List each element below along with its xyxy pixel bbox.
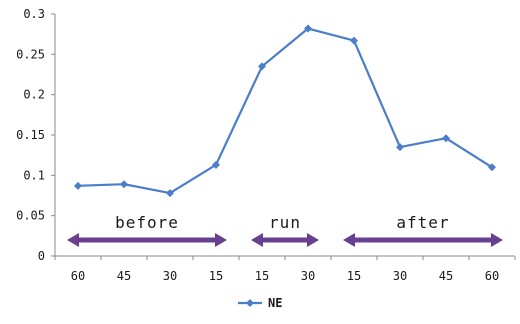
- phase-arrow-after: after: [343, 213, 503, 247]
- legend-label: NE: [268, 296, 282, 310]
- x-tick-label: 15: [209, 269, 223, 283]
- data-point: [120, 180, 128, 189]
- phase-label: after: [396, 213, 449, 232]
- phase-arrow-before: before: [67, 213, 227, 247]
- data-point: [74, 181, 82, 190]
- x-tick-label: 60: [71, 269, 85, 283]
- x-axis-ticks: 60 45 30 15 15 30 15 30 45 60: [54, 256, 516, 283]
- data-point: [350, 36, 358, 45]
- legend-marker: [246, 299, 254, 307]
- y-tick-label: 0.1: [23, 168, 45, 182]
- x-tick-label: 15: [347, 269, 361, 283]
- phase-annotations: before run after: [67, 213, 503, 247]
- phase-arrow-right-head: [215, 233, 227, 247]
- x-tick-label: 15: [255, 269, 269, 283]
- y-tick-label: 0.25: [16, 47, 45, 61]
- y-axis-ticks: 0 0.05 0.1 0.15 0.2 0.25 0.3: [16, 7, 55, 263]
- data-point: [212, 160, 220, 169]
- series-layer: [74, 24, 496, 198]
- x-tick-label: 30: [301, 269, 315, 283]
- phase-arrow-left-head: [251, 233, 263, 247]
- data-point: [442, 134, 450, 143]
- y-tick-label: 0.15: [16, 128, 45, 142]
- x-tick-label: 45: [439, 269, 453, 283]
- phase-label: run: [269, 213, 301, 232]
- data-point: [396, 143, 404, 152]
- x-tick-label: 45: [117, 269, 131, 283]
- phase-arrow-right-head: [307, 233, 319, 247]
- data-point: [304, 24, 312, 33]
- phase-label: before: [115, 213, 179, 232]
- data-point: [166, 189, 174, 198]
- series-line: [77, 27, 493, 195]
- data-point: [258, 62, 266, 71]
- phase-arrow-left-head: [67, 233, 79, 247]
- legend: NE: [238, 296, 282, 310]
- y-tick-label: 0.05: [16, 209, 45, 223]
- x-tick-label: 30: [163, 269, 177, 283]
- phase-arrow-left-head: [343, 233, 355, 247]
- y-tick-label: 0.2: [23, 88, 45, 102]
- y-tick-label: 0: [38, 249, 45, 263]
- x-tick-label: 60: [485, 269, 499, 283]
- x-tick-label: 30: [393, 269, 407, 283]
- data-point: [488, 163, 496, 172]
- y-tick-label: 0.3: [23, 7, 45, 21]
- phase-arrow-right-head: [491, 233, 503, 247]
- phase-arrow-run: run: [251, 213, 319, 247]
